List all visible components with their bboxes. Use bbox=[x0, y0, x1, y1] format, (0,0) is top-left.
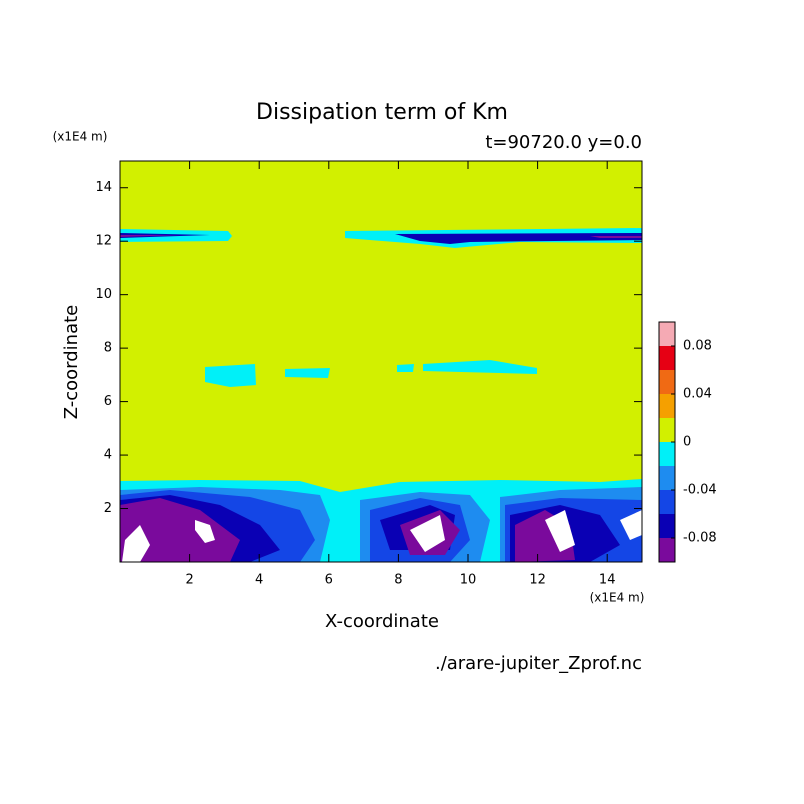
x-tick-label: 4 bbox=[255, 573, 263, 588]
chart-subtitle: t=90720.0 y=0.0 bbox=[485, 132, 642, 153]
colorbar-tick-label: -0.04 bbox=[683, 483, 717, 498]
x-tick-label: 10 bbox=[460, 573, 477, 588]
x-unit: (x1E4 m) bbox=[590, 591, 645, 605]
x-tick-label: 8 bbox=[394, 573, 402, 588]
y-tick-label: 4 bbox=[104, 448, 112, 463]
y-tick-label: 12 bbox=[95, 234, 112, 249]
colorbar-band bbox=[659, 370, 675, 394]
contour-region bbox=[120, 233, 642, 244]
y-tick-label: 8 bbox=[104, 341, 112, 356]
x-axis-label: X-coordinate bbox=[325, 611, 439, 632]
x-tick-label: 6 bbox=[325, 573, 333, 588]
y-tick-label: 10 bbox=[95, 287, 112, 302]
x-tick-label: 2 bbox=[185, 573, 193, 588]
y-tick-label: 6 bbox=[104, 394, 112, 409]
colorbar-band bbox=[659, 442, 675, 466]
source-label: ./arare-jupiter_Zprof.nc bbox=[435, 653, 642, 674]
colorbar-band bbox=[659, 490, 675, 514]
contour-region bbox=[120, 495, 620, 562]
contour-region bbox=[120, 498, 575, 562]
colorbar-band bbox=[659, 418, 675, 442]
y-tick-label: 2 bbox=[104, 501, 112, 516]
colorbar-tick-label: 0.08 bbox=[683, 339, 712, 354]
plot-frame bbox=[119, 160, 643, 563]
contour-region bbox=[205, 360, 537, 387]
contour-region bbox=[120, 228, 642, 248]
chart-title: Dissipation term of Km bbox=[256, 100, 508, 125]
y-axis-label: Z-coordinate bbox=[61, 305, 82, 420]
colorbar-band bbox=[659, 514, 675, 538]
colorbar-band bbox=[659, 346, 675, 370]
contour-field bbox=[120, 161, 642, 562]
colorbar-band bbox=[659, 538, 675, 562]
x-tick-label: 14 bbox=[599, 573, 616, 588]
x-tick-label: 12 bbox=[529, 573, 546, 588]
colorbar-tick-label: 0 bbox=[683, 435, 691, 450]
colorbar-tick-label: 0.04 bbox=[683, 387, 712, 402]
y-tick-label: 14 bbox=[95, 180, 112, 195]
colorbar-tick-label: -0.08 bbox=[683, 531, 717, 546]
colorbar-band bbox=[659, 466, 675, 490]
colorbar-band bbox=[659, 394, 675, 418]
y-unit: (x1E4 m) bbox=[53, 130, 108, 144]
colorbar-band bbox=[659, 322, 675, 346]
